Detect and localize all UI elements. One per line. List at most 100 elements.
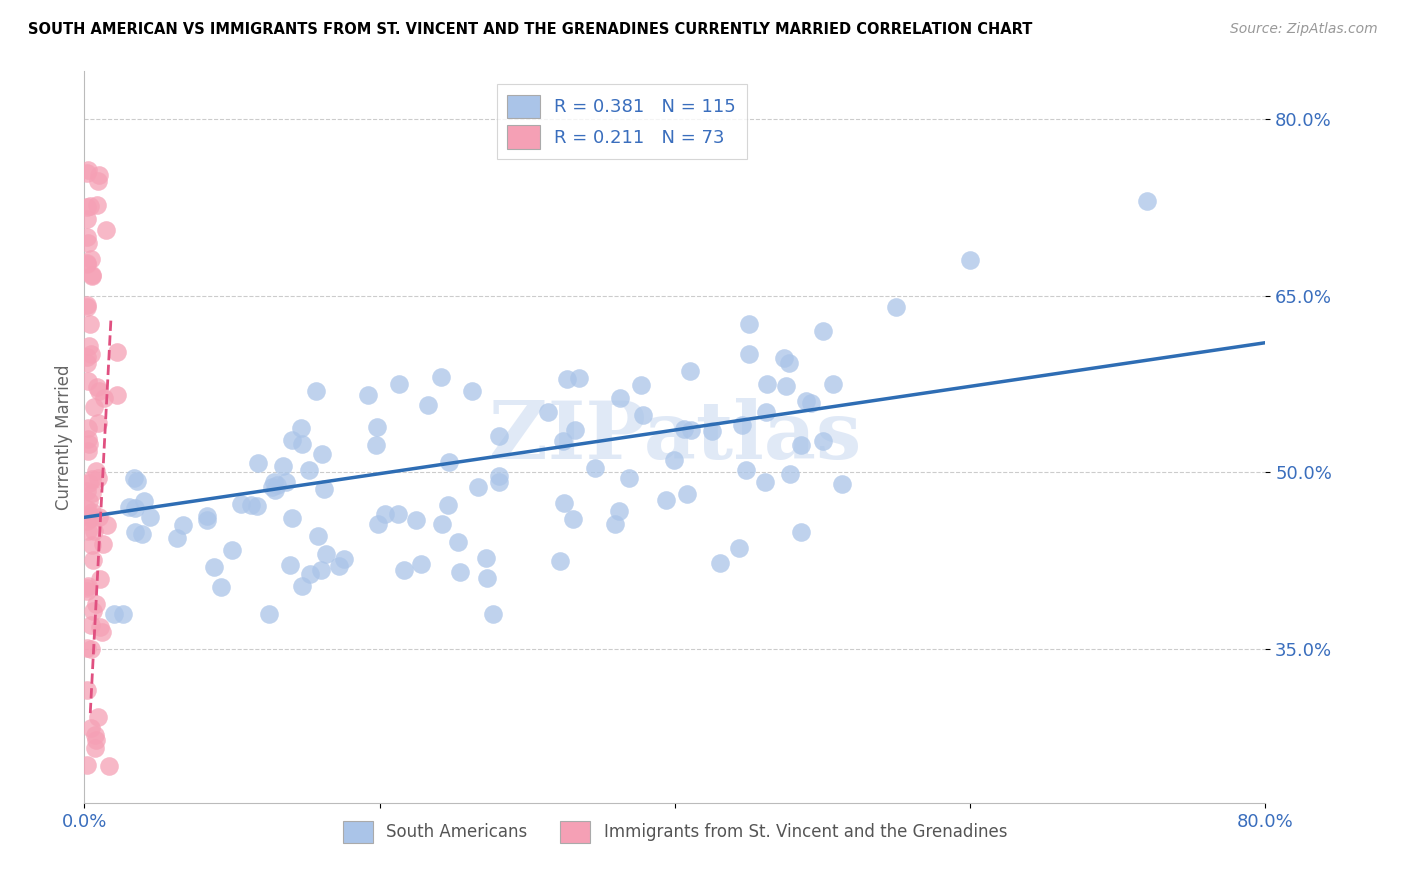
Point (475, 571, 498, 585)
Point (76, 484, 98, 499)
Point (811, 324, 834, 338)
Point (700, 424, 723, 438)
Point (80, 347, 103, 361)
Point (778, 356, 800, 370)
Point (93, 391, 115, 405)
Point (488, 475, 510, 489)
Point (446, 534, 468, 549)
Point (76, 356, 98, 370)
Point (794, 394, 817, 409)
Point (76, 421, 98, 435)
Point (197, 513, 219, 527)
Point (131, 527, 153, 541)
Point (959, 253, 981, 268)
Point (315, 547, 337, 561)
Point (278, 558, 301, 572)
Point (84, 597, 107, 611)
Point (263, 483, 285, 497)
Point (122, 471, 145, 485)
Point (76, 256, 98, 270)
Point (755, 404, 778, 418)
Point (561, 512, 583, 526)
Point (727, 541, 749, 556)
Point (103, 607, 125, 621)
Point (209, 580, 232, 594)
Point (76, 298, 98, 312)
Point (240, 498, 263, 512)
Point (89, 572, 111, 586)
Point (124, 501, 146, 516)
Point (461, 384, 484, 398)
Point (77, 235, 100, 250)
Point (80, 721, 103, 735)
Point (409, 558, 432, 572)
Point (94, 222, 117, 236)
Point (76, 432, 98, 446)
Point (564, 423, 586, 437)
Point (82, 552, 104, 566)
Point (675, 486, 697, 500)
Point (76, 257, 98, 271)
Point (79, 508, 101, 523)
Point (87, 710, 110, 724)
Point (449, 566, 471, 580)
Point (607, 504, 630, 518)
Text: ZIPatlas: ZIPatlas (489, 398, 860, 476)
Point (96, 517, 118, 532)
Point (195, 508, 218, 523)
Point (76, 162, 98, 177)
Y-axis label: Currently Married: Currently Married (55, 364, 73, 510)
Point (221, 543, 243, 558)
Point (291, 579, 314, 593)
Point (77, 476, 100, 491)
Point (80, 511, 103, 525)
Point (89, 509, 111, 524)
Point (298, 463, 321, 477)
Point (266, 478, 288, 492)
Point (76, 524, 98, 538)
Point (779, 467, 801, 482)
Point (80, 252, 103, 266)
Point (731, 418, 754, 433)
Point (84, 728, 107, 742)
Point (105, 344, 128, 359)
Point (79, 317, 101, 331)
Point (80, 617, 103, 632)
Point (76, 200, 98, 214)
Point (262, 480, 284, 494)
Point (84, 464, 107, 478)
Point (367, 516, 389, 531)
Point (551, 434, 574, 448)
Point (82, 268, 104, 283)
Point (80, 642, 103, 657)
Point (76, 502, 98, 516)
Point (132, 494, 155, 508)
Point (605, 517, 627, 532)
Point (82, 604, 104, 618)
Point (790, 438, 813, 452)
Text: SOUTH AMERICAN VS IMMIGRANTS FROM ST. VINCENT AND THE GRENADINES CURRENTLY MARRI: SOUTH AMERICAN VS IMMIGRANTS FROM ST. VI… (28, 22, 1032, 37)
Point (437, 498, 460, 512)
Point (77, 437, 100, 451)
Point (246, 499, 269, 513)
Point (76, 583, 98, 598)
Point (672, 422, 695, 436)
Point (117, 500, 139, 514)
Point (664, 453, 686, 467)
Point (609, 391, 631, 405)
Point (77, 579, 100, 593)
Point (775, 379, 797, 393)
Point (886, 301, 908, 315)
Point (537, 405, 560, 419)
Point (823, 376, 845, 391)
Point (77, 339, 100, 353)
Point (305, 384, 328, 399)
Point (76, 350, 98, 364)
Point (418, 398, 440, 412)
Point (77, 375, 100, 389)
Point (482, 607, 505, 621)
Point (754, 475, 776, 490)
Point (405, 513, 427, 527)
Point (631, 408, 654, 422)
Point (475, 551, 498, 566)
